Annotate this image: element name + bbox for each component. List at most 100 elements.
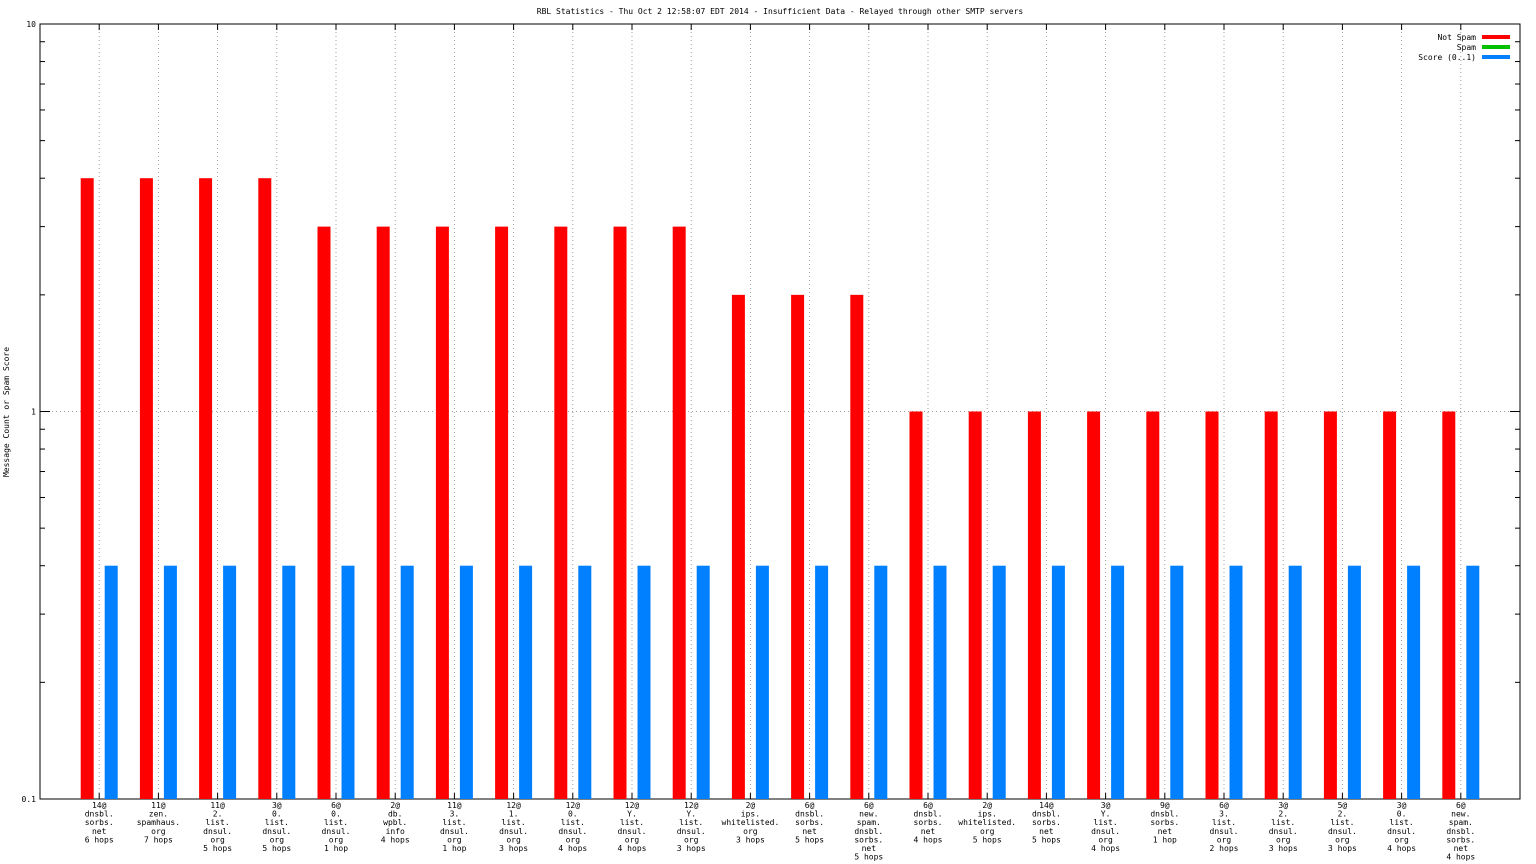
x-tick-label-line: 11@ bbox=[151, 801, 166, 810]
x-tick-label-line: list. bbox=[1094, 818, 1118, 827]
x-tick-label: 3@ Y. list. dnsul. org 4 hops bbox=[1091, 801, 1120, 853]
bar-not-spam bbox=[1205, 411, 1219, 799]
x-tick-label-line: 6@ bbox=[864, 801, 874, 810]
x-tick-label-line: org bbox=[270, 835, 285, 844]
bar-score bbox=[1229, 565, 1243, 799]
chart-title: RBL Statistics - Thu Oct 2 12:58:07 EDT … bbox=[537, 7, 1024, 16]
x-tick-label-line: org bbox=[1335, 835, 1350, 844]
x-tick-label: 3@ 0. list. dnsul. org 4 hops bbox=[1387, 801, 1416, 853]
x-tick-label-line: org bbox=[447, 835, 462, 844]
bar-score bbox=[223, 565, 237, 799]
y-tick-label: 0.1 bbox=[22, 795, 37, 804]
x-tick-label-line: net bbox=[92, 827, 107, 836]
x-tick-label-line: 6 hops bbox=[85, 835, 114, 844]
x-tick-label-line: dnsbl. bbox=[1150, 810, 1179, 819]
x-tick-label-line: whitelisted. bbox=[958, 818, 1016, 827]
bar-score bbox=[104, 565, 118, 799]
x-tick-label-line: zen. bbox=[149, 810, 168, 819]
x-tick-label-line: dnsul. bbox=[440, 827, 469, 836]
x-tick-label-line: 12@ bbox=[684, 801, 699, 810]
x-tick-label-line: 2 hops bbox=[1210, 844, 1239, 853]
x-tick-label-line: sorbs. bbox=[1150, 818, 1179, 827]
x-tick-label-line: org bbox=[743, 827, 758, 836]
x-tick-label-line: 3@ bbox=[1397, 801, 1407, 810]
bar-not-spam bbox=[199, 178, 213, 799]
bar-score bbox=[1051, 565, 1065, 799]
bar-not-spam bbox=[258, 178, 272, 799]
x-tick-label-line: 0. bbox=[272, 810, 282, 819]
x-tick-label-line: 0. bbox=[1397, 810, 1407, 819]
x-tick-label-line: net bbox=[1454, 844, 1469, 853]
bar-score bbox=[1111, 565, 1125, 799]
x-tick-label: 12@ 1. list. dnsul. org 3 hops bbox=[499, 801, 528, 853]
bar-score bbox=[163, 565, 177, 799]
x-tick-label-line: 2@ bbox=[746, 801, 756, 810]
bar-score bbox=[578, 565, 592, 799]
x-tick-label-line: dnsul. bbox=[618, 827, 647, 836]
x-tick-label-line: 12@ bbox=[566, 801, 581, 810]
x-tick-label-line: dnsbl. bbox=[1032, 810, 1061, 819]
x-tick-label-line: Y. bbox=[1101, 810, 1111, 819]
bar-score bbox=[874, 565, 888, 799]
x-tick-label-line: 6@ bbox=[1456, 801, 1466, 810]
x-tick-label-line: list. bbox=[620, 818, 644, 827]
x-tick-label-line: 6@ bbox=[331, 801, 341, 810]
x-tick-label-line: 1 hop bbox=[1153, 835, 1177, 844]
x-tick-label-line: list. bbox=[1390, 818, 1414, 827]
x-tick-label-line: dnsul. bbox=[1387, 827, 1416, 836]
bar-score bbox=[637, 565, 651, 799]
x-tick-label-line: list. bbox=[502, 818, 526, 827]
x-tick-label-line: 3 hops bbox=[499, 844, 528, 853]
x-tick-label-line: 14@ bbox=[92, 801, 107, 810]
x-tick-label-line: spam. bbox=[857, 818, 881, 827]
bar-score bbox=[459, 565, 473, 799]
x-tick-label-line: list. bbox=[1330, 818, 1354, 827]
bar-not-spam bbox=[1087, 411, 1101, 799]
x-tick-label-line: 5 hops bbox=[262, 844, 291, 853]
bar-not-spam bbox=[909, 411, 923, 799]
x-tick-label-line: new. bbox=[1451, 810, 1470, 819]
x-tick-label-line: 11@ bbox=[447, 801, 462, 810]
x-tick-label-line: dnsul. bbox=[1269, 827, 1298, 836]
x-tick-label-line: ips. bbox=[978, 810, 997, 819]
bar-not-spam bbox=[495, 226, 509, 800]
bar-not-spam bbox=[850, 294, 864, 799]
x-tick-label-line: 4 hops bbox=[381, 835, 410, 844]
bar-score bbox=[815, 565, 829, 799]
x-tick-label-line: 7 hops bbox=[144, 835, 173, 844]
x-tick-label-line: org bbox=[151, 827, 166, 836]
x-tick-label-line: dnsbl. bbox=[1446, 827, 1475, 836]
x-tick-label-line: net bbox=[1158, 827, 1173, 836]
bar-not-spam bbox=[672, 226, 686, 800]
x-tick-label-line: sorbs. bbox=[1446, 835, 1475, 844]
x-tick-label-line: org bbox=[980, 827, 995, 836]
x-tick-label-line: 2@ bbox=[390, 801, 400, 810]
x-tick-label-line: 12@ bbox=[506, 801, 521, 810]
x-tick-label-line: spamhaus. bbox=[137, 818, 180, 827]
x-tick-label: 6@ 0. list. dnsul. org 1 hop bbox=[322, 801, 351, 853]
bar-not-spam bbox=[435, 226, 449, 800]
x-tick-label-line: 6@ bbox=[1219, 801, 1229, 810]
x-tick-label-line: dnsul. bbox=[677, 827, 706, 836]
x-tick-label-line: org bbox=[1217, 835, 1232, 844]
x-tick-label-line: dnsul. bbox=[203, 827, 232, 836]
axis-layer: 0.1 1 10 bbox=[22, 20, 1520, 804]
bar-not-spam bbox=[1027, 411, 1041, 799]
bar-score bbox=[400, 565, 414, 799]
x-tick-label-line: 3 hops bbox=[1328, 844, 1357, 853]
legend-label: Spam bbox=[1457, 43, 1476, 52]
legend-label: Not Spam bbox=[1437, 33, 1476, 42]
x-tick-label-line: 4 hops bbox=[914, 835, 943, 844]
x-tick-label-line: 3 hops bbox=[677, 844, 706, 853]
x-tick-label: 5@ 2. list. dnsul. org 3 hops bbox=[1328, 801, 1357, 853]
x-tick-label-line: net bbox=[1039, 827, 1054, 836]
x-tick-label: 3@ 0. list. dnsul. org 5 hops bbox=[262, 801, 291, 853]
x-tick-label-line: 14@ bbox=[1039, 801, 1054, 810]
x-tick-label-line: org bbox=[1276, 835, 1291, 844]
x-tick-label-line: 3@ bbox=[1101, 801, 1111, 810]
x-tick-label-line: sorbs. bbox=[85, 818, 114, 827]
x-tick-label-line: 1 hop bbox=[442, 844, 466, 853]
bar-not-spam bbox=[731, 294, 745, 799]
x-tick-label: 12@ Y. list. dnsul. org 4 hops bbox=[618, 801, 647, 853]
x-tick-label: 14@ dnsbl. sorbs. net 6 hops bbox=[85, 801, 114, 844]
